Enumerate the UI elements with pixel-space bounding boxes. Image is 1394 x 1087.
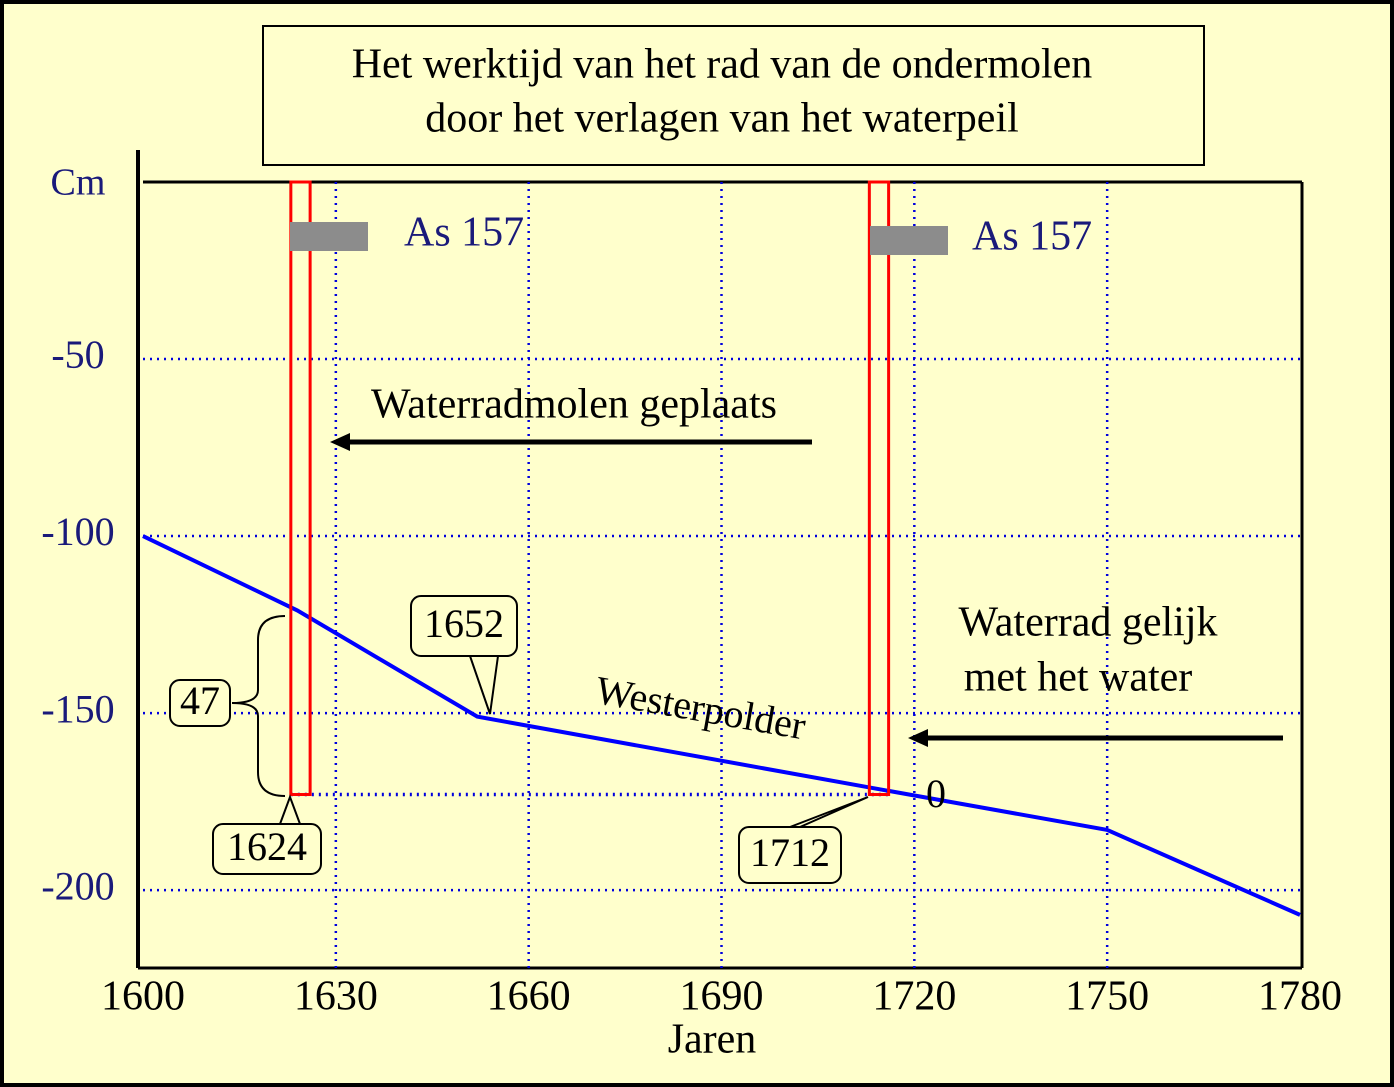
arrow-head [908,729,928,747]
legend-swatch [290,222,368,251]
wheel-period [867,180,891,797]
legend-swatch [870,226,948,255]
y-tick-label: -50 [51,332,104,377]
title-box [262,25,1205,166]
y-tick-label: -200 [41,863,114,908]
callout-box [169,679,231,727]
x-tick-label: 1600 [101,974,185,1020]
callout-pointer [279,794,301,825]
x-tick-label: 1660 [487,974,571,1020]
callout-box [212,823,322,875]
x-tick-label: 1720 [872,974,956,1020]
callout-pointer [469,655,499,715]
annotation: 0 [926,771,946,816]
chart-title: Het werktijd van het rad van de ondermol… [352,42,1093,88]
callout-label: 47 [180,678,220,723]
brace [231,615,286,797]
annotation: Waterradmolen geplaats [371,382,777,428]
annotation: Waterrad gelijk [959,600,1218,646]
wheel-label: As 157 [404,210,524,256]
x-axis-label: Jaren [668,1017,757,1063]
x-tick-label: 1630 [294,974,378,1020]
annotation: met het water [964,655,1193,701]
callout-label: 1712 [750,830,830,875]
wheel-label: As 157 [972,214,1092,260]
y-tick-label: -100 [41,509,114,554]
arrow-head [330,433,350,451]
wheel-period [289,180,312,797]
x-tick-label: 1690 [680,974,764,1020]
data-line [142,534,1301,917]
chart-title: door het verlagen van het waterpeil [425,96,1019,142]
callout-label: 1652 [424,601,504,646]
callout-label: 1624 [227,824,307,869]
y-tick-label: -150 [41,686,114,731]
x-tick-label: 1750 [1065,974,1149,1020]
y-axis-label: Cm [51,162,106,204]
x-tick-label: 1780 [1258,974,1342,1020]
callout-box [410,595,518,657]
callout-pointer [789,796,869,828]
